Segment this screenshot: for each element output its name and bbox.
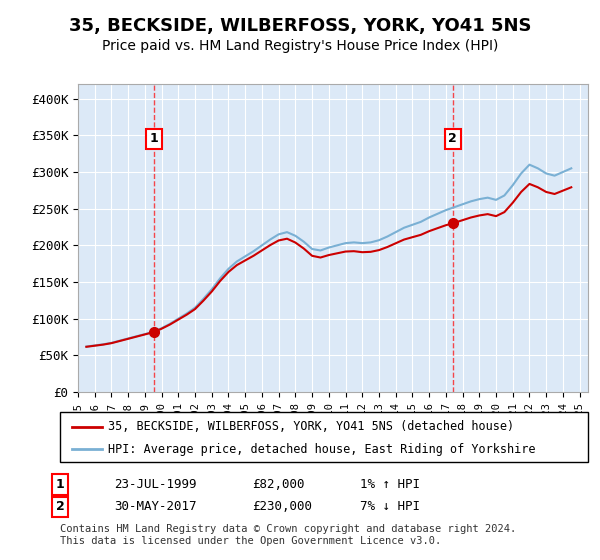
Text: £82,000: £82,000 <box>252 478 305 491</box>
Text: 30-MAY-2017: 30-MAY-2017 <box>114 500 197 514</box>
Text: HPI: Average price, detached house, East Riding of Yorkshire: HPI: Average price, detached house, East… <box>108 443 536 456</box>
Text: 1: 1 <box>150 133 158 146</box>
Text: Contains HM Land Registry data © Crown copyright and database right 2024.
This d: Contains HM Land Registry data © Crown c… <box>60 524 516 546</box>
Text: Price paid vs. HM Land Registry's House Price Index (HPI): Price paid vs. HM Land Registry's House … <box>102 39 498 53</box>
Text: 2: 2 <box>448 133 457 146</box>
Text: 35, BECKSIDE, WILBERFOSS, YORK, YO41 5NS (detached house): 35, BECKSIDE, WILBERFOSS, YORK, YO41 5NS… <box>108 420 514 433</box>
Text: 1% ↑ HPI: 1% ↑ HPI <box>360 478 420 491</box>
Text: 1: 1 <box>56 478 64 491</box>
Text: 7% ↓ HPI: 7% ↓ HPI <box>360 500 420 514</box>
Text: 35, BECKSIDE, WILBERFOSS, YORK, YO41 5NS: 35, BECKSIDE, WILBERFOSS, YORK, YO41 5NS <box>69 17 531 35</box>
Text: £230,000: £230,000 <box>252 500 312 514</box>
Text: 2: 2 <box>56 500 64 514</box>
Text: 23-JUL-1999: 23-JUL-1999 <box>114 478 197 491</box>
